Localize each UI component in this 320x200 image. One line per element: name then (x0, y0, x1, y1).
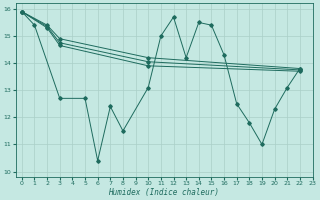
X-axis label: Humidex (Indice chaleur): Humidex (Indice chaleur) (108, 188, 220, 197)
